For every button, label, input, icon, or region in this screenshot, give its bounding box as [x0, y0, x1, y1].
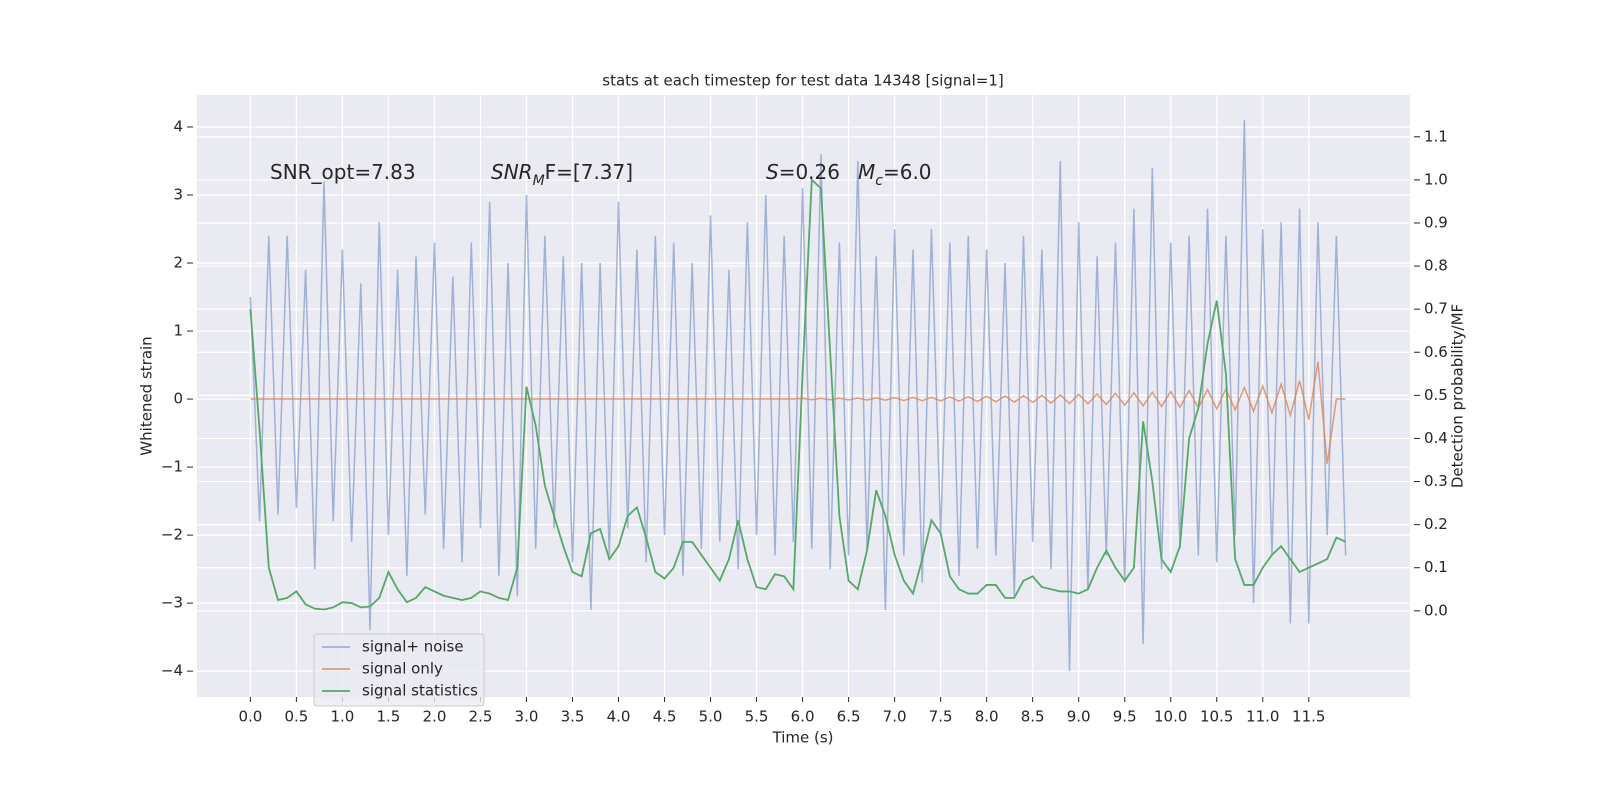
x-tick-label: 10.5 — [1200, 708, 1233, 726]
y-tick-label: −3 — [161, 594, 183, 612]
annotation: S=0.26 — [766, 160, 840, 184]
plot-area — [197, 95, 1410, 697]
series-line — [250, 361, 1346, 464]
x-tick-label: 5.0 — [699, 708, 723, 726]
x-tick-label: 7.0 — [883, 708, 907, 726]
x-tick-label: 0.5 — [284, 708, 308, 726]
annotation-part: =0.26 — [779, 160, 840, 184]
y2-tick-label: 0.8 — [1424, 257, 1448, 275]
y-tick-label: 3 — [173, 185, 183, 203]
legend-label: signal only — [362, 660, 443, 678]
y2-tick-label: 0.5 — [1424, 386, 1448, 404]
y-tick-label: 1 — [173, 322, 183, 340]
annotation: SNRMF=[7.37] — [491, 160, 633, 190]
y2-tick-label: 0.9 — [1424, 213, 1448, 231]
y-axis-label: Whitened strain — [138, 336, 156, 455]
y2-tick-label: 0.3 — [1424, 472, 1448, 490]
y-tick-label: −1 — [161, 458, 183, 476]
x-tick-label: 1.0 — [330, 708, 354, 726]
legend-box — [313, 633, 485, 707]
y-tick-label: 0 — [173, 390, 183, 408]
x-tick-label: 6.0 — [791, 708, 815, 726]
y2-tick-label: 0.2 — [1424, 515, 1448, 533]
y-tick-label: 2 — [173, 254, 183, 272]
x-tick-label: 10.0 — [1154, 708, 1187, 726]
y2-tick-label: 0.4 — [1424, 429, 1448, 447]
y-tick-label: 4 — [173, 117, 183, 135]
x-tick-label: 11.0 — [1246, 708, 1279, 726]
x-tick-label: 8.5 — [1021, 708, 1045, 726]
annotation-part: c — [875, 173, 883, 189]
annotation: Mc=6.0 — [858, 160, 932, 190]
legend-label: signal+ noise — [362, 638, 464, 656]
y2-tick-label: 1.0 — [1424, 170, 1448, 188]
series-line — [249, 120, 1347, 672]
x-tick-label: 9.5 — [1113, 708, 1137, 726]
x-tick-label: 11.5 — [1292, 708, 1325, 726]
x-tick-label: 7.5 — [929, 708, 953, 726]
x-tick-label: 2.0 — [423, 708, 447, 726]
x-axis-label: Time (s) — [772, 729, 834, 747]
chart-title: stats at each timestep for test data 143… — [602, 72, 1003, 90]
annotation-part: =6.0 — [883, 160, 932, 184]
annotation-part: F=[7.37] — [545, 160, 633, 184]
x-tick-label: 8.0 — [975, 708, 999, 726]
grid — [197, 95, 1410, 697]
annotation-part: M — [533, 173, 545, 189]
x-tick-label: 9.0 — [1067, 708, 1091, 726]
annotation-part: S — [766, 160, 779, 184]
x-tick-label: 4.0 — [607, 708, 631, 726]
annotation-part: SNR_opt=7.83 — [270, 160, 416, 184]
y2-tick-label: 0.0 — [1424, 601, 1448, 619]
annotation-part: SNR — [491, 160, 533, 184]
x-tick-label: 3.5 — [561, 708, 585, 726]
y-tick-label: −4 — [161, 662, 183, 680]
x-tick-label: 5.5 — [745, 708, 769, 726]
x-tick-label: 1.5 — [376, 708, 400, 726]
y2-tick-label: 1.1 — [1424, 127, 1448, 145]
y2-axis-label: Detection probability/MF — [1449, 304, 1467, 488]
legend: signal+ noise signal only signal statistic… — [313, 633, 485, 707]
x-tick-label: 4.5 — [653, 708, 677, 726]
y2-tick-label: 0.7 — [1424, 300, 1448, 318]
x-tick-label: 3.0 — [515, 708, 539, 726]
x-tick-label: 6.5 — [837, 708, 861, 726]
legend-label: signal statistics — [362, 682, 478, 700]
y-tick-label: −2 — [161, 526, 183, 544]
x-tick-label: 2.5 — [469, 708, 493, 726]
annotation-part: M — [858, 160, 875, 184]
annotation: SNR_opt=7.83 — [270, 160, 416, 184]
series-line — [249, 177, 1346, 611]
y2-tick-label: 0.1 — [1424, 558, 1448, 576]
y2-tick-label: 0.6 — [1424, 343, 1448, 361]
x-tick-label: 0.0 — [238, 708, 262, 726]
